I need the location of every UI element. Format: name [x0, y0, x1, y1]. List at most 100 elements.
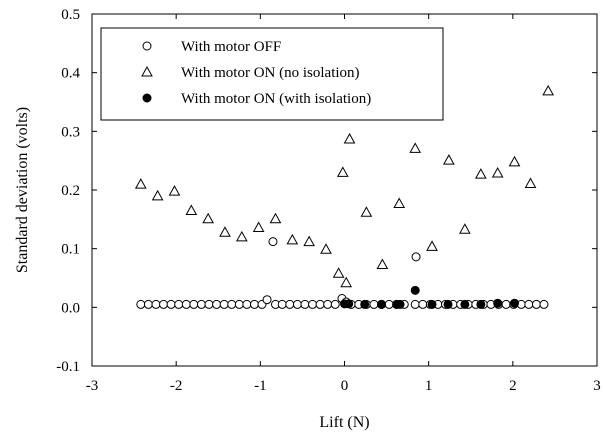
x-tick-label: -3 [86, 378, 99, 394]
data-point [376, 258, 389, 270]
legend-label: With motor ON (with isolation) [181, 91, 371, 107]
x-tick-label: 2 [509, 378, 517, 394]
data-point [330, 299, 340, 309]
data-point [151, 189, 164, 201]
data-point [340, 276, 353, 288]
data-point [315, 299, 325, 309]
x-tick-label: 3 [593, 378, 601, 394]
legend-marker [142, 93, 152, 103]
data-point [235, 230, 248, 242]
data-point [459, 223, 471, 234]
data-point [303, 235, 315, 247]
legend-box [100, 27, 444, 121]
data-point [262, 295, 272, 305]
data-point [300, 299, 310, 309]
data-point [384, 299, 394, 309]
y-axis-title: Standard deviation (volts) [14, 107, 31, 273]
data-point [219, 226, 231, 237]
data-point [202, 212, 214, 224]
data-point [410, 299, 420, 309]
data-point [166, 299, 176, 309]
data-point [219, 299, 229, 309]
axis-ticks [91, 13, 598, 367]
data-point [524, 299, 534, 309]
data-point [508, 155, 521, 167]
legend-item: With motor ON (with isolation) [142, 91, 371, 107]
data-point [360, 206, 373, 217]
data-point [493, 298, 503, 308]
data-point [269, 212, 282, 224]
data-point [323, 299, 333, 309]
data-point [524, 177, 537, 189]
data-point [539, 299, 549, 309]
legend-label: With motor ON (no isolation) [181, 65, 360, 81]
y-tick-label: 0.0 [61, 300, 80, 316]
data-point [377, 299, 387, 309]
x-axis-title: Lift (N) [319, 414, 369, 431]
data-point [134, 178, 147, 189]
data-point [426, 240, 438, 251]
data-point [410, 285, 420, 295]
data-point [159, 299, 169, 309]
data-point [227, 299, 237, 309]
data-point [168, 185, 181, 196]
data-point [395, 299, 405, 309]
y-tick-label: 0.2 [61, 183, 80, 199]
data-point [501, 299, 511, 309]
legend-item: With motor OFF [142, 39, 281, 55]
y-tick-label: 0.4 [61, 66, 80, 82]
y-tick-label: 0.5 [61, 7, 80, 23]
data-point [196, 299, 206, 309]
data-point [336, 166, 349, 177]
data-point [320, 243, 332, 254]
data-point [360, 299, 370, 309]
data-point [409, 142, 422, 153]
x-tick-label: 1 [425, 378, 433, 394]
data-point [204, 299, 214, 309]
data-point [308, 299, 318, 309]
data-point [343, 132, 356, 144]
data-point [286, 233, 299, 245]
data-point [252, 221, 265, 233]
data-point [249, 299, 259, 309]
data-point [393, 197, 406, 208]
x-tick-label: -2 [170, 378, 183, 394]
series-2 [134, 84, 555, 288]
data-point [531, 299, 541, 309]
data-point [136, 299, 146, 309]
legend-label: With motor OFF [181, 39, 281, 55]
data-point [174, 299, 184, 309]
data-point [460, 299, 470, 309]
data-point [143, 299, 153, 309]
data-point [292, 299, 302, 309]
data-point [151, 299, 161, 309]
series-3 [340, 285, 520, 309]
data-point [277, 299, 287, 309]
data-point [242, 299, 252, 309]
x-tick-label: -1 [254, 378, 267, 394]
legend: With motor OFF With motor ON (no isolatio… [100, 27, 444, 121]
axis-tick-labels: -3 -2 -1 0 1 2 3 -0.1 0.0 0.1 0.2 0.3 0.4 0.5 [56, 7, 601, 394]
data-point [268, 237, 278, 247]
data-point [491, 166, 504, 178]
data-point [443, 299, 453, 309]
data-point [510, 298, 520, 308]
x-tick-label: 0 [341, 378, 349, 394]
data-point [369, 299, 379, 309]
data-point [189, 299, 199, 309]
data-point [234, 299, 244, 309]
y-tick-label: 0.1 [61, 242, 80, 258]
data-point [542, 84, 555, 96]
data-points [134, 84, 555, 309]
legend-marker [141, 65, 153, 77]
data-point [332, 267, 345, 278]
data-point [418, 299, 428, 309]
legend-marker [142, 41, 152, 51]
data-point [411, 252, 421, 262]
legend-item: With motor ON (no isolation) [141, 65, 360, 81]
data-point [285, 299, 295, 309]
data-point [476, 299, 486, 309]
y-tick-label: 0.3 [61, 124, 80, 140]
series-1 [136, 237, 549, 309]
